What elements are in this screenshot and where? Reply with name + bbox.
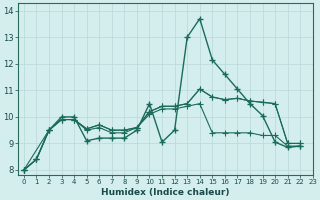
X-axis label: Humidex (Indice chaleur): Humidex (Indice chaleur) xyxy=(101,188,229,197)
